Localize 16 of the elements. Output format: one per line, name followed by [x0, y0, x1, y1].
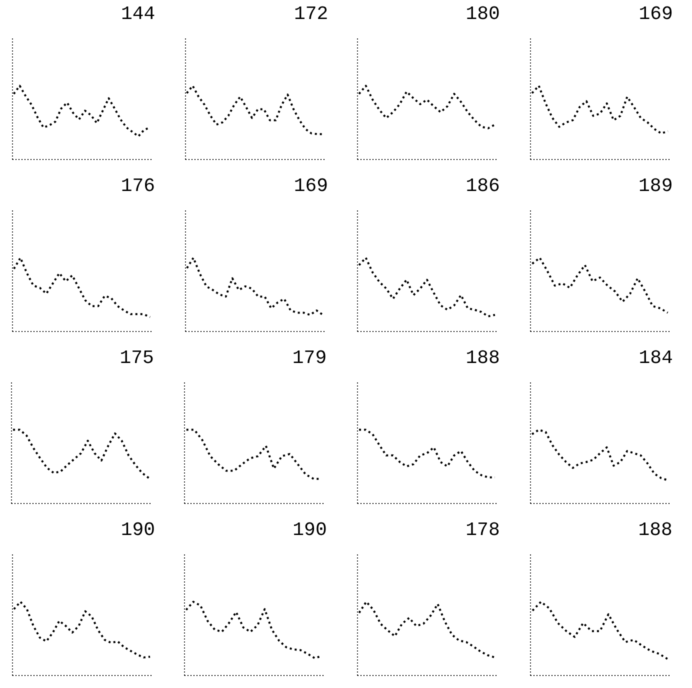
chart-title: 175 [120, 347, 154, 369]
chart-title: 188 [638, 519, 672, 541]
chart-title: 190 [120, 519, 156, 541]
chart-title: 169 [294, 175, 328, 197]
chart-title: 179 [292, 347, 327, 369]
chart-title: 169 [638, 3, 673, 25]
chart-title: 172 [294, 3, 328, 25]
chart-title: 188 [466, 347, 500, 369]
chart-title: 186 [466, 175, 500, 197]
chart-title: 144 [121, 3, 156, 25]
chart-title: 190 [292, 519, 327, 541]
chart-title: 176 [120, 175, 156, 197]
chart-title: 180 [466, 3, 500, 25]
chart-title: 184 [638, 347, 673, 369]
chart-title: 178 [466, 519, 500, 541]
chart-title: 189 [638, 175, 673, 197]
